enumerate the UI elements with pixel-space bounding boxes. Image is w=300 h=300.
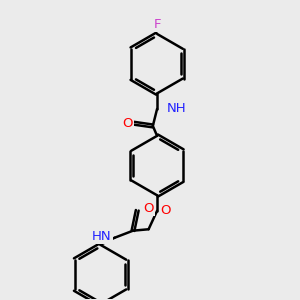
- Text: O: O: [143, 202, 154, 215]
- Text: HN: HN: [92, 230, 112, 243]
- Text: NH: NH: [167, 103, 187, 116]
- Text: O: O: [160, 204, 171, 218]
- Text: F: F: [153, 17, 161, 31]
- Text: O: O: [122, 117, 133, 130]
